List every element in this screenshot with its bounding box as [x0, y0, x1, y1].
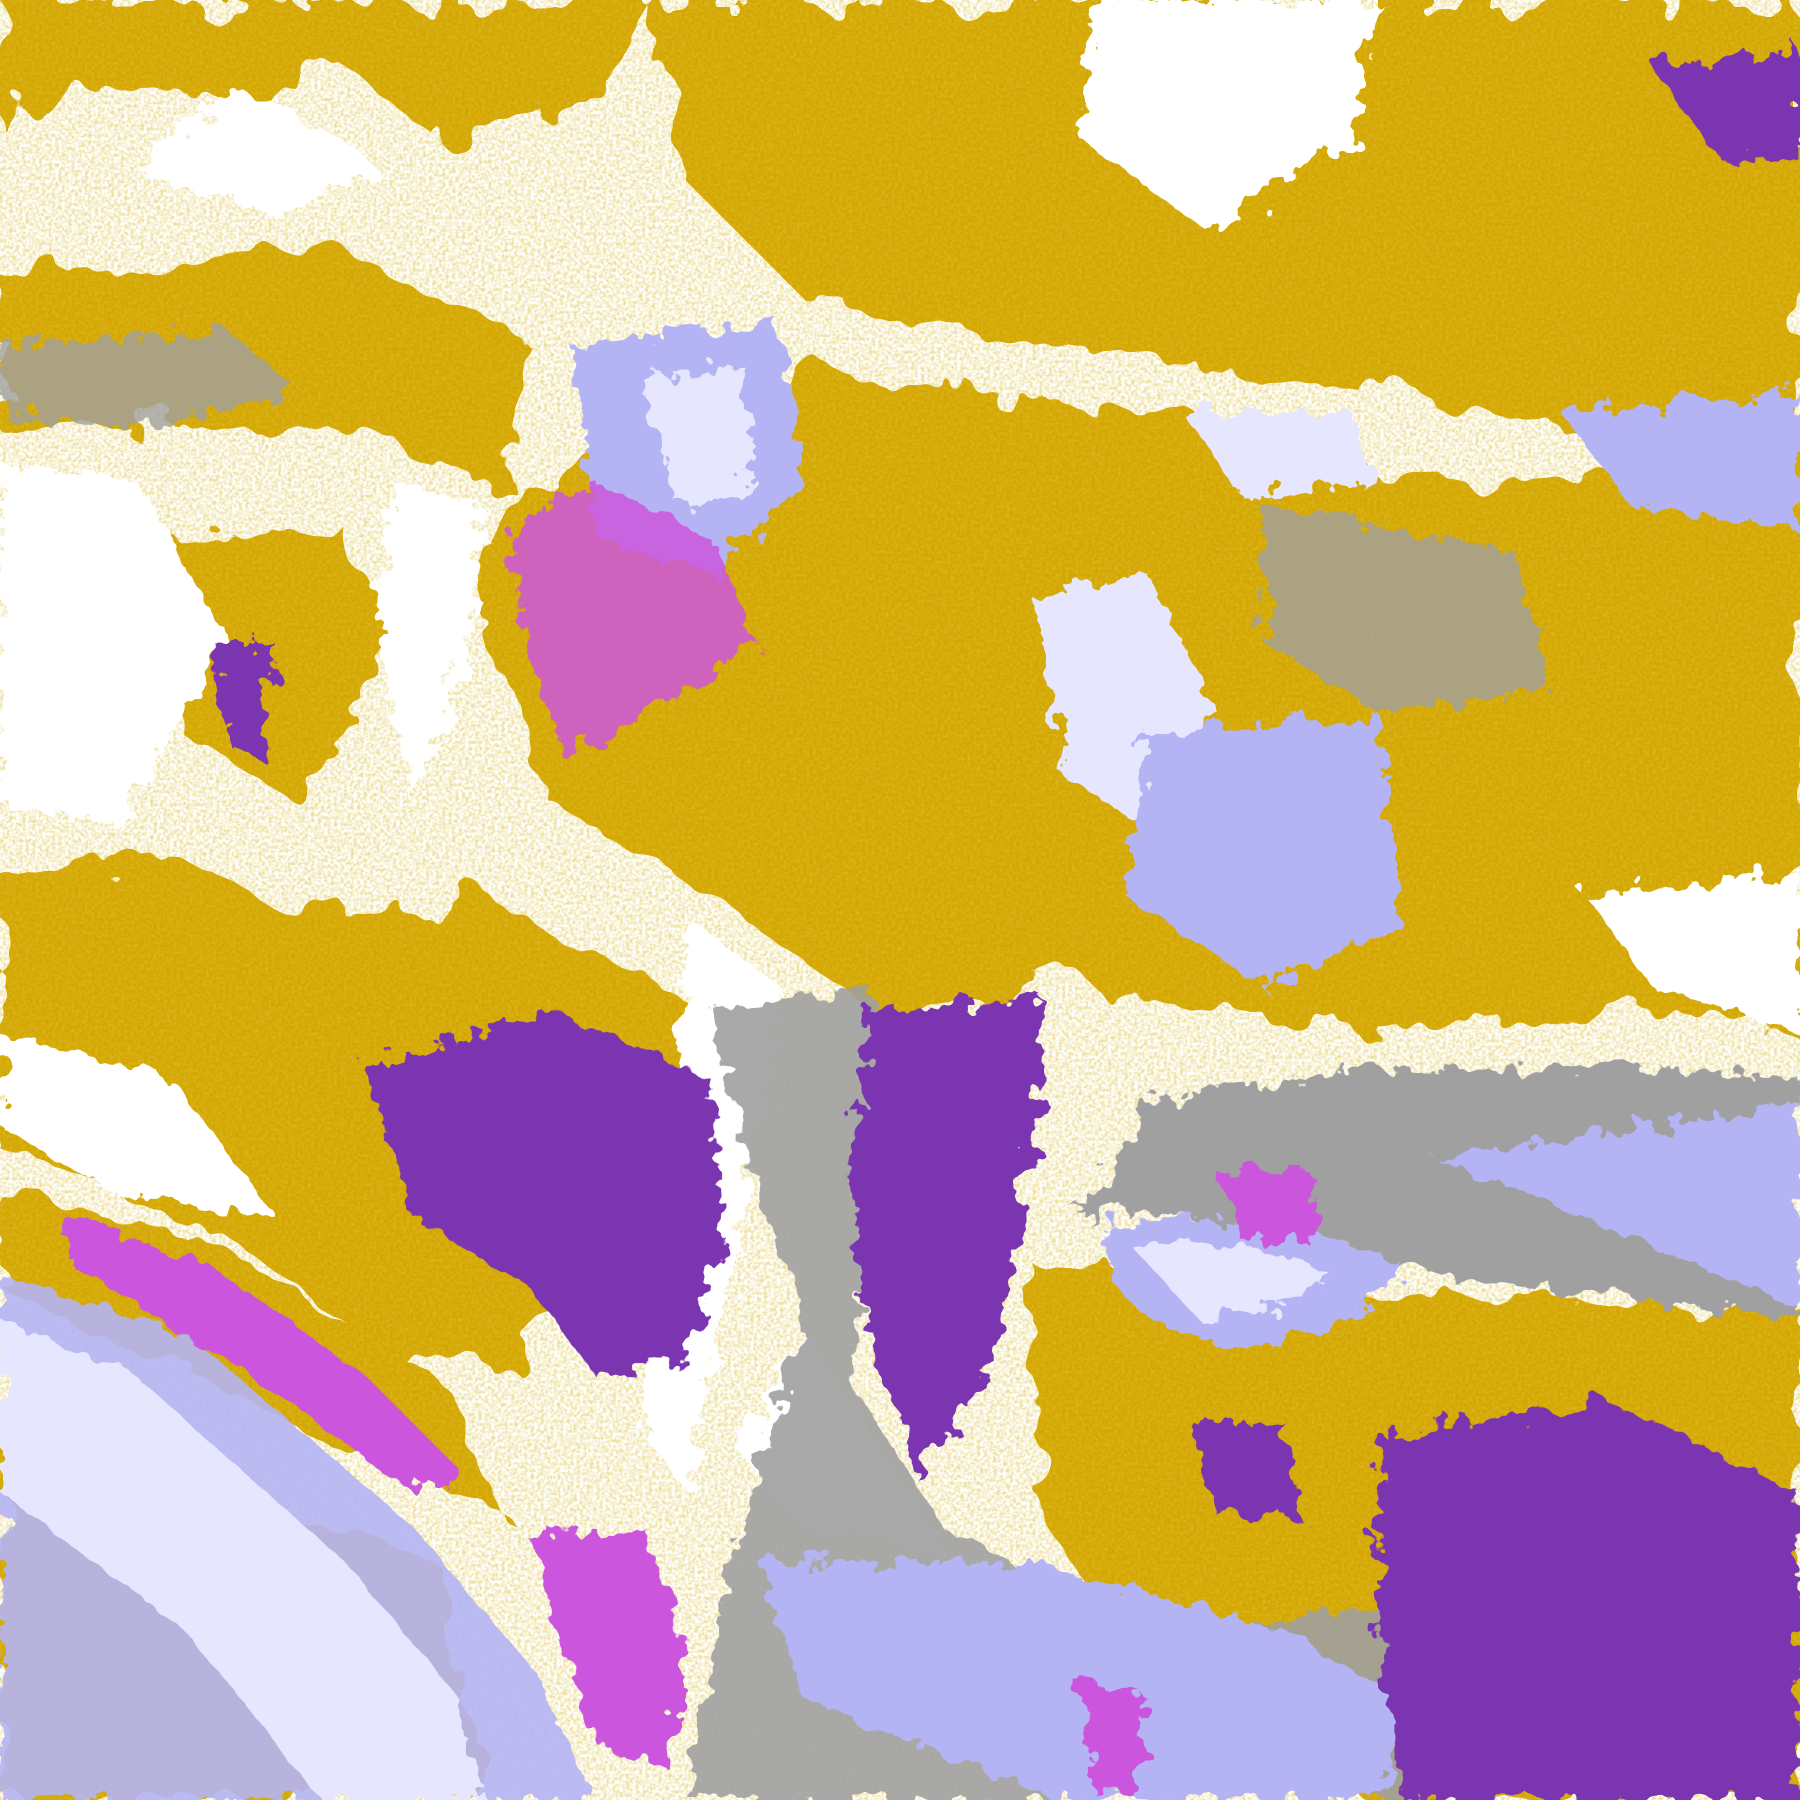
deep-convection-layer — [68, 45, 1800, 1800]
